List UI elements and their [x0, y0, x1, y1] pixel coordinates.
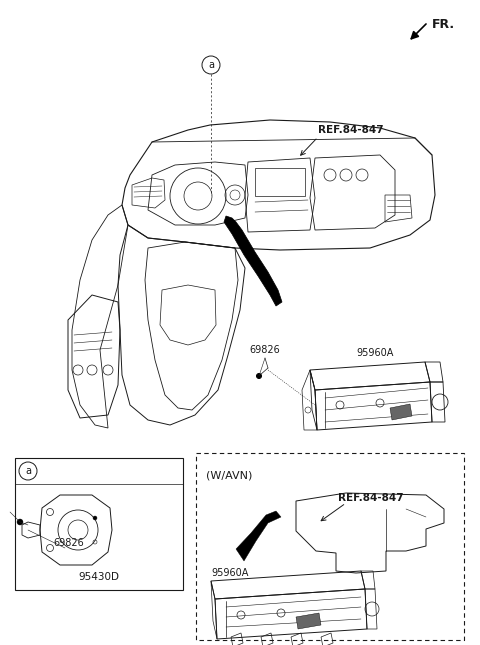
Text: 95430D: 95430D — [79, 572, 120, 582]
Text: 69826: 69826 — [53, 538, 84, 548]
Polygon shape — [236, 511, 281, 561]
Circle shape — [256, 373, 262, 379]
Text: 95960A: 95960A — [211, 568, 248, 578]
Text: REF.84-847: REF.84-847 — [318, 125, 384, 135]
Text: (W/AVN): (W/AVN) — [206, 471, 252, 481]
Text: REF.84-847: REF.84-847 — [338, 493, 404, 503]
Polygon shape — [390, 404, 412, 420]
Circle shape — [93, 516, 97, 520]
Text: 95960A: 95960A — [356, 348, 394, 358]
Text: a: a — [25, 466, 31, 476]
Bar — [255, 168, 305, 196]
Bar — [15, 458, 183, 590]
Polygon shape — [296, 613, 321, 629]
Polygon shape — [224, 216, 282, 306]
Text: a: a — [208, 60, 214, 70]
Text: 69826: 69826 — [250, 345, 280, 355]
Bar — [196, 453, 464, 640]
Circle shape — [17, 519, 23, 525]
Text: FR.: FR. — [432, 18, 455, 31]
